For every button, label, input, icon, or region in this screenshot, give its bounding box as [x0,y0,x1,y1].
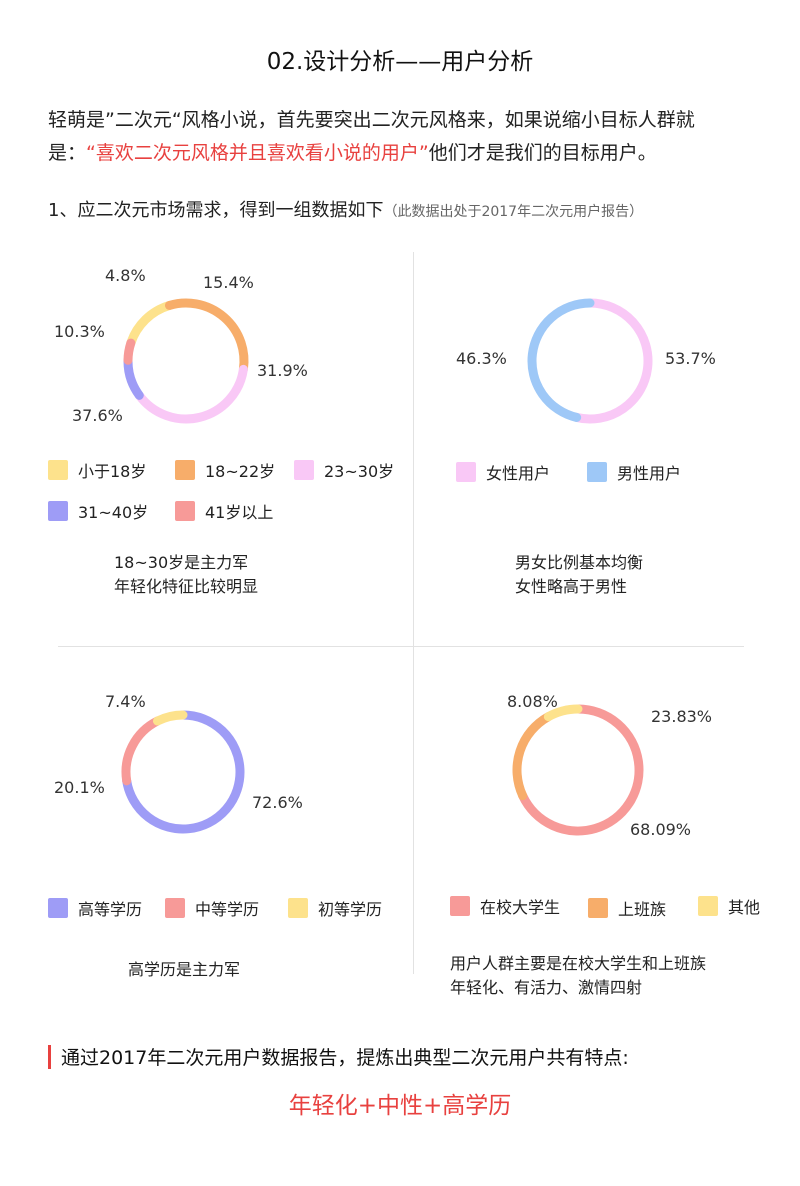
occupation-label-other: 8.08% [507,692,558,711]
summary-line: 年轻化、有活力、激情四射 [450,978,643,997]
legend-label: 18~22岁 [205,462,276,481]
education-donut-chart [121,710,245,834]
summary-line: 女性略高于男性 [515,577,628,596]
donut-segment-2 [121,716,162,786]
intro-line-2-prefix: 是： [48,142,87,164]
donut-segment-2 [512,712,553,801]
gender-donut-chart [527,298,653,424]
legend-swatch-orange [175,460,195,480]
summary-line: 年轻化特征比较明显 [114,577,259,596]
legend-swatch-pink [456,462,476,482]
gender-summary: 男女比例基本均衡 女性略高于男性 [515,551,643,599]
conclusion-accent-bar [48,1044,51,1069]
section-heading: 1、应二次元市场需求，得到一组数据如下（此数据出处于2017年二次元用户报告） [48,196,643,222]
legend-item-primary-edu: 初等学历 [288,896,382,920]
legend-item-18-22: 18~22岁 [175,458,275,482]
donut-segment-1 [572,298,653,424]
donut-segment-1 [122,710,245,834]
age-label-23-30: 37.6% [72,406,123,425]
legend-item-23-30: 23~30岁 [294,458,394,482]
intro-paragraph: 轻萌是”二次元“风格小说，首先要突出二次元风格来，如果说缩小目标人群就 是：“喜… [48,104,768,170]
legend-label: 41岁以上 [205,503,274,522]
legend-label: 上班族 [618,900,667,919]
donut-segment-3 [543,704,583,722]
legend-swatch-pink [294,460,314,480]
age-summary: 18~30岁是主力军 年轻化特征比较明显 [114,551,258,599]
intro-line-1: 轻萌是”二次元“风格小说，首先要突出二次元风格来，如果说缩小目标人群就 [48,109,695,131]
donut-segment-1 [518,704,644,836]
age-label-31-40: 10.3% [54,322,105,341]
age-label-41-plus: 4.8% [105,266,146,285]
legend-label: 初等学历 [318,900,383,919]
gender-label-male: 46.3% [456,349,507,368]
legend-label: 男性用户 [617,464,682,483]
age-donut-chart [123,298,249,424]
intro-line-2: 是：“喜欢二次元风格并且喜欢看小说的用户”他们才是我们的目标用户。 [48,137,768,170]
legend-item-female: 女性用户 [456,460,550,484]
legend-item-male: 男性用户 [587,460,681,484]
legend-label: 中等学历 [195,900,260,919]
section-heading-text: 1、应二次元市场需求，得到一组数据如下 [48,200,384,221]
occupation-label-office: 23.83% [651,707,713,726]
legend-item-under-18: 小于18岁 [48,458,146,482]
legend-label: 高等学历 [78,900,143,919]
donut-segment-5 [123,338,136,365]
legend-label: 31~40岁 [78,503,149,522]
legend-item-secondary-edu: 中等学历 [165,896,259,920]
legend-item-31-40: 31~40岁 [48,499,148,523]
legend-label: 在校大学生 [480,898,561,917]
legend-swatch-orange [588,898,608,918]
legend-swatch-blue [587,462,607,482]
education-label-higher: 72.6% [252,793,303,812]
legend-swatch-purple [48,501,68,521]
legend-swatch-yellow [288,898,308,918]
conclusion-keyword: 年轻化+中性+高学历 [288,1093,512,1119]
age-label-18-22: 31.9% [257,361,308,380]
legend-label: 其他 [728,898,761,917]
legend-label: 女性用户 [486,464,551,483]
section-source-note: （此数据出处于2017年二次元用户报告） [383,204,644,220]
legend-label: 小于18岁 [78,462,147,481]
donut-segment-3 [152,710,188,726]
legend-swatch-yellow [698,896,718,916]
summary-line: 18~30岁是主力军 [114,553,249,572]
legend-item-student: 在校大学生 [450,894,560,918]
intro-line-2-suffix: 他们才是我们的目标用户。 [428,142,657,164]
donut-segment-2 [164,298,249,374]
summary-line: 高学历是主力军 [128,960,241,979]
legend-item-41-plus: 41岁以上 [175,499,273,523]
legend-swatch-red [175,501,195,521]
vertical-divider [413,252,414,974]
donut-segment-2 [527,298,595,422]
gender-label-female: 53.7% [665,349,716,368]
conclusion-text: 通过2017年二次元用户数据报告，提炼出典型二次元用户共有特点: [61,1047,629,1069]
legend-swatch-red [450,896,470,916]
donut-segment-3 [134,364,248,424]
donut-segment-4 [123,355,144,400]
education-summary: 高学历是主力军 [128,958,240,982]
education-label-secondary: 20.1% [54,778,105,797]
occupation-summary: 用户人群主要是在校大学生和上班族 年轻化、有活力、激情四射 [450,952,706,1000]
education-label-primary: 7.4% [105,692,146,711]
legend-label: 23~30岁 [324,462,395,481]
legend-item-other: 其他 [698,894,760,918]
age-label-under-18: 15.4% [203,273,254,292]
page-title: 02.设计分析——用户分析 [266,49,534,75]
legend-item-office-worker: 上班族 [588,896,666,920]
legend-swatch-yellow [48,460,68,480]
donut-segment-1 [126,300,174,348]
horizontal-divider [58,646,744,647]
legend-item-higher-edu: 高等学历 [48,896,142,920]
legend-swatch-purple [48,898,68,918]
occupation-donut-chart [512,704,644,836]
summary-line: 男女比例基本均衡 [515,553,644,572]
intro-highlight: “喜欢二次元风格并且喜欢看小说的用户” [86,142,429,164]
legend-swatch-red [165,898,185,918]
conclusion: 通过2017年二次元用户数据报告，提炼出典型二次元用户共有特点: [48,1043,629,1070]
occupation-label-student: 68.09% [630,820,692,839]
summary-line: 用户人群主要是在校大学生和上班族 [450,954,707,973]
